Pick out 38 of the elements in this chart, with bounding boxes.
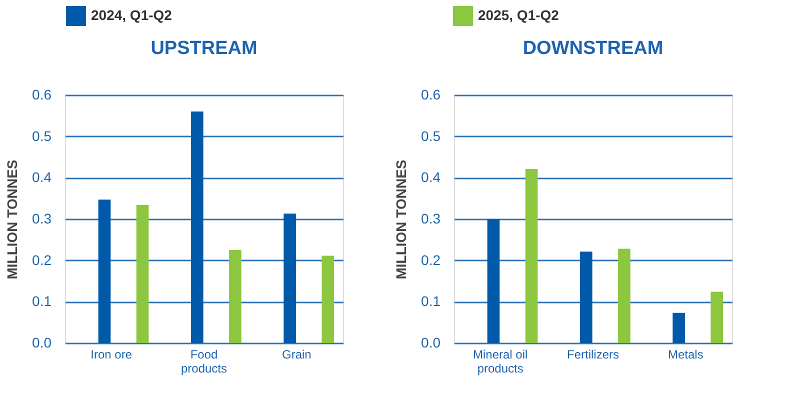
y-tick-label: 0.5: [32, 128, 52, 144]
bar: [618, 248, 630, 343]
bar: [710, 292, 724, 343]
bar: [136, 204, 149, 343]
y-tick-label: 0.2: [32, 252, 52, 268]
y-tick-label: 0.3: [421, 210, 441, 226]
x-tick-label: Mineral oil products: [472, 348, 528, 376]
x-tick-label: Food products: [180, 348, 228, 376]
y-tick-label: 0.6: [421, 86, 441, 102]
legend-label: 2024, Q1-Q2: [91, 7, 172, 23]
x-tick-label: Grain: [282, 348, 312, 362]
chart-title: UPSTREAM: [150, 38, 258, 59]
bar: [580, 252, 592, 343]
x-tick-label: Metals: [668, 348, 704, 362]
bar: [487, 219, 500, 343]
y-tick-label: 0.6: [32, 86, 52, 102]
bar: [672, 312, 685, 343]
bar: [229, 250, 242, 343]
bar: [190, 112, 204, 343]
y-axis-title: MILLION TONNES: [393, 160, 410, 280]
y-tick-label: 0.4: [32, 169, 52, 186]
y-tick-label: 0.1: [421, 293, 441, 310]
legend-label: 2025, Q1-Q2: [478, 7, 560, 23]
chart-title: DOWNSTREAM: [522, 38, 664, 59]
x-tick-label: Fertilizers: [566, 348, 620, 362]
bar: [98, 200, 111, 343]
bar: [284, 214, 296, 343]
bar: [525, 168, 538, 343]
y-axis-title: MILLION TONNES: [4, 160, 20, 280]
y-tick-label: 0.4: [421, 169, 441, 186]
y-tick-label: 0.1: [32, 293, 52, 310]
y-tick-label: 0.5: [421, 128, 441, 144]
y-tick-label: 0.2: [421, 252, 441, 268]
y-tick-label: 0.0: [32, 334, 52, 350]
x-tick-label: Iron ore: [90, 348, 132, 362]
bar: [322, 256, 334, 343]
y-tick-label: 0.3: [32, 210, 52, 226]
y-tick-label: 0.0: [421, 334, 441, 350]
